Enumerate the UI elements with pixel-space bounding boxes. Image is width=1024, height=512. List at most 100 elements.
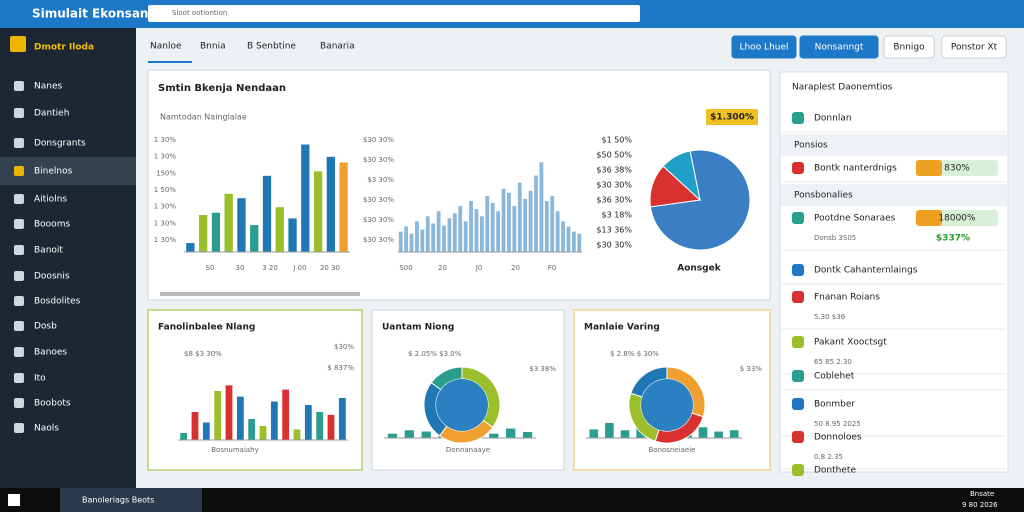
- row-label[interactable]: Bontk nanterdnigs: [814, 164, 897, 174]
- badge-text: $1.300%: [710, 113, 754, 123]
- bar: [512, 206, 517, 252]
- bar: [431, 223, 436, 252]
- sidebar-item[interactable]: Boooms: [34, 220, 70, 230]
- sidebar-item[interactable]: Doosnis: [34, 272, 70, 282]
- bar: [577, 233, 582, 252]
- bar: [186, 243, 195, 252]
- sidebar-item[interactable]: Naols: [34, 424, 59, 434]
- sidebar-item[interactable]: Ito: [34, 374, 46, 384]
- row-icon: [792, 212, 804, 224]
- bar: [534, 175, 538, 252]
- tab[interactable]: B Senbtine: [247, 42, 296, 52]
- button[interactable]: [883, 35, 935, 59]
- pill-fill: [916, 160, 942, 176]
- sidebar-item[interactable]: Aitiolns: [34, 195, 67, 205]
- taskbar-app[interactable]: [60, 488, 202, 512]
- y-tick-label: $30 30%: [363, 136, 394, 144]
- card-note: $ 33%: [740, 365, 763, 373]
- bar: [442, 225, 446, 252]
- card: [147, 309, 363, 471]
- sidebar-icon: [14, 194, 24, 204]
- start-button[interactable]: [8, 494, 20, 506]
- sidebar-item[interactable]: Banoit: [34, 246, 63, 256]
- sidebar-item[interactable]: Binelnos: [34, 167, 73, 177]
- bar: [293, 429, 301, 440]
- bar: [214, 391, 222, 440]
- row-label[interactable]: Donthete: [814, 466, 856, 476]
- row-icon: [792, 112, 804, 124]
- button[interactable]: [941, 35, 1007, 59]
- bar: [501, 188, 506, 252]
- tab[interactable]: Banaria: [320, 42, 355, 52]
- sidebar-item[interactable]: Boobots: [34, 399, 71, 409]
- bar: [496, 211, 501, 252]
- row-icon: [792, 336, 804, 348]
- value-label: $13 36%: [596, 226, 632, 235]
- bar: [225, 385, 233, 440]
- panel-title: Smtin Bkenja Nendaan: [158, 83, 286, 94]
- y-tick-label: 1 30%: [154, 203, 177, 211]
- row-label[interactable]: Bonmber: [814, 400, 855, 410]
- bar: [523, 198, 528, 252]
- button-label[interactable]: Bnnigo: [893, 43, 925, 53]
- x-tick-label: 3 20: [262, 264, 278, 272]
- sidebar-item[interactable]: Dantieh: [34, 109, 69, 119]
- sidebar-item[interactable]: Donsgrants: [34, 139, 86, 149]
- bar: [729, 430, 739, 438]
- bar: [248, 419, 256, 440]
- row-label[interactable]: Coblehet: [814, 372, 855, 382]
- sidebar-item[interactable]: Nanes: [34, 82, 62, 92]
- row-sub: 50 8.95 2025: [814, 420, 861, 428]
- button-label[interactable]: Lhoo Lhuel: [739, 43, 788, 53]
- bar: [236, 396, 244, 440]
- button[interactable]: [731, 35, 797, 59]
- card-title: Uantam Niong: [382, 323, 454, 333]
- donut-center: [436, 379, 488, 431]
- x-tick-label: S0: [206, 264, 215, 272]
- y-tick-label: 150%: [156, 169, 176, 177]
- bar: [544, 201, 549, 252]
- button-label[interactable]: Nonsanngt: [815, 43, 864, 53]
- row-label[interactable]: Donnlan: [814, 114, 852, 124]
- bar: [262, 175, 272, 252]
- value-label: $3 18%: [601, 211, 632, 220]
- bar: [571, 231, 576, 252]
- x-tick-label: J0: [475, 264, 483, 272]
- row-label[interactable]: Dontk Cahanternlaings: [814, 266, 918, 276]
- button[interactable]: [799, 35, 879, 59]
- bar: [316, 412, 324, 440]
- sidebar-item[interactable]: Bosdolites: [34, 297, 81, 307]
- value-label: $36 30%: [596, 196, 632, 205]
- x-tick-label: 30: [236, 264, 245, 272]
- bar: [714, 431, 723, 438]
- row-label[interactable]: Fnanan Roians: [814, 293, 880, 303]
- sidebar-icon: [14, 138, 24, 148]
- row-label[interactable]: Pootdne Sonaraes: [814, 214, 896, 224]
- tab[interactable]: Bnnia: [200, 42, 226, 52]
- row-label[interactable]: Donnoloes: [814, 433, 862, 443]
- y-tick-label: 1 50%: [154, 186, 177, 194]
- bar: [301, 144, 310, 252]
- pill-fill: [916, 210, 942, 226]
- bar: [404, 430, 414, 438]
- bar: [485, 195, 490, 252]
- x-tick-label: S00: [399, 264, 412, 272]
- tab[interactable]: Nanloe: [150, 42, 182, 52]
- bar: [387, 433, 398, 438]
- y-tick-label: 1 30%: [154, 153, 177, 161]
- pie-slice: [662, 150, 701, 202]
- row-label[interactable]: Pakant Xooctsgt: [814, 338, 887, 348]
- bar: [282, 389, 290, 440]
- card-title: Manlaie Varing: [584, 323, 660, 333]
- search-box[interactable]: [148, 5, 640, 22]
- sidebar-icon: [14, 108, 24, 118]
- row-label[interactable]: Ponsbonalies: [794, 191, 853, 201]
- sidebar-item[interactable]: Dosb: [34, 322, 57, 332]
- sidebar-icon: [14, 81, 24, 91]
- bar: [326, 156, 335, 252]
- row-label[interactable]: Ponsios: [794, 141, 828, 151]
- bar: [507, 192, 511, 252]
- sidebar-item[interactable]: Banoes: [34, 348, 67, 358]
- bar: [474, 209, 479, 252]
- button-label[interactable]: Ponstor Xt: [951, 43, 998, 53]
